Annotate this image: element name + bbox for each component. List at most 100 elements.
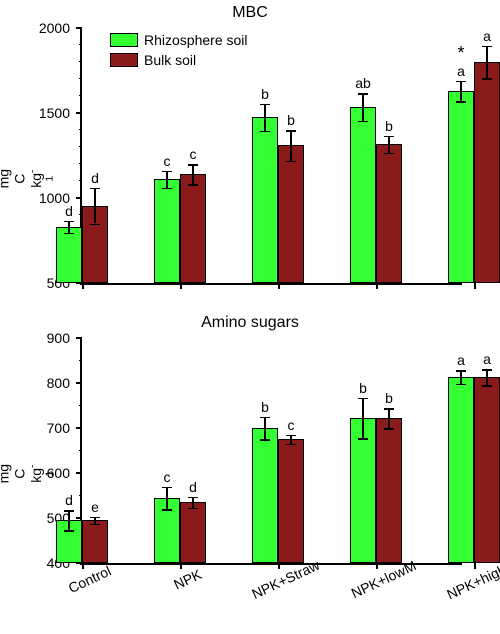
ytick-minor [79,405,82,406]
ytick-label: 1500 [39,105,82,121]
error-cap [456,101,466,103]
significance-star: * [457,43,464,64]
error-cap [162,509,172,511]
error-bar [486,46,488,78]
error-cap [162,487,172,489]
error-cap [456,370,466,372]
ytick-minor [79,163,82,164]
bar [278,145,304,283]
error-bar [166,171,168,188]
bar [376,144,402,283]
error-cap [482,78,492,80]
error-cap [384,136,394,138]
error-cap [358,438,368,440]
error-cap [358,398,368,400]
sig-letter: c [164,469,171,485]
bar [180,502,206,563]
error-cap [162,171,172,173]
error-cap [188,508,198,510]
ytick-minor [79,61,82,62]
bar [82,520,108,563]
ytick-minor [79,78,82,79]
error-cap [64,233,74,235]
bar [56,227,82,283]
ytick-label: 1000 [39,190,82,206]
error-cap [162,188,172,190]
error-bar [192,497,194,508]
sig-letter: d [65,203,73,219]
error-cap [456,81,466,83]
bar [278,439,304,563]
bar [448,377,474,563]
error-cap [90,517,100,519]
error-bar [68,510,70,530]
error-bar [362,93,364,120]
error-bar [460,370,462,384]
error-cap [260,439,270,441]
sig-letter: b [287,112,295,128]
error-cap [384,428,394,430]
sig-letter: e [91,499,99,515]
sig-letter: a [457,352,465,368]
ytick-minor [79,495,82,496]
error-cap [90,224,100,226]
error-cap [456,384,466,386]
bar [252,428,278,563]
xtick-mark [376,283,378,289]
ytick-minor [79,146,82,147]
error-cap [286,435,296,437]
sig-letter: c [164,153,171,169]
error-cap [358,121,368,123]
error-cap [384,408,394,410]
sig-letter: b [261,399,269,415]
sig-letter: b [385,390,393,406]
bar [474,377,500,563]
error-bar [264,417,266,440]
error-bar [264,104,266,131]
error-cap [482,385,492,387]
error-cap [188,184,198,186]
sig-letter: b [359,380,367,396]
bar [154,179,180,283]
bar [448,91,474,283]
error-cap [384,153,394,155]
panel-amino: Amino sugars400500600700800900ControldeN… [0,310,500,634]
sig-letter: c [190,146,197,162]
error-cap [482,46,492,48]
legend-swatch [110,53,138,67]
sig-letter: a [483,351,491,367]
legend-label: Rhizosphere soil [144,32,248,48]
sig-letter: b [261,86,269,102]
legend-item: Bulk soil [110,50,248,70]
ytick-minor [79,360,82,361]
error-cap [260,417,270,419]
legend-swatch [110,33,138,47]
bar [252,117,278,283]
error-bar [290,130,292,161]
error-cap [188,497,198,499]
sig-letter: b [385,118,393,134]
xtick-mark [180,283,182,289]
sig-letter: d [91,170,99,186]
error-bar [94,188,96,224]
bar [474,62,500,283]
y-axis-label: mg C kg-1 [0,463,61,483]
bar [180,174,206,283]
ytick-minor [79,95,82,96]
error-cap [90,188,100,190]
error-bar [460,81,462,101]
error-bar [166,487,168,510]
error-cap [260,104,270,106]
bar [376,418,402,563]
legend: Rhizosphere soil Bulk soil [110,30,248,70]
plot-area: 400500600700800900ControldeNPKcdNPK+Stra… [80,338,462,565]
error-cap [260,131,270,133]
sig-letter: ab [355,75,371,91]
ytick-minor [79,44,82,45]
error-cap [90,524,100,526]
error-cap [188,164,198,166]
ytick-label: 700 [47,420,82,436]
bar [350,107,376,283]
error-cap [286,161,296,163]
error-cap [358,93,368,95]
